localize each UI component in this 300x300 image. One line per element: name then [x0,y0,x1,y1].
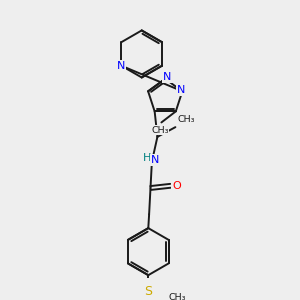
Text: N: N [151,155,159,165]
Text: O: O [172,181,181,191]
Text: N: N [117,61,125,71]
Text: N: N [177,85,185,95]
Text: N: N [163,73,172,82]
Text: S: S [144,285,152,298]
Text: CH₃: CH₃ [178,116,195,124]
Text: CH₃: CH₃ [168,293,186,300]
Text: CH₃: CH₃ [151,126,169,135]
Text: H: H [143,153,151,164]
